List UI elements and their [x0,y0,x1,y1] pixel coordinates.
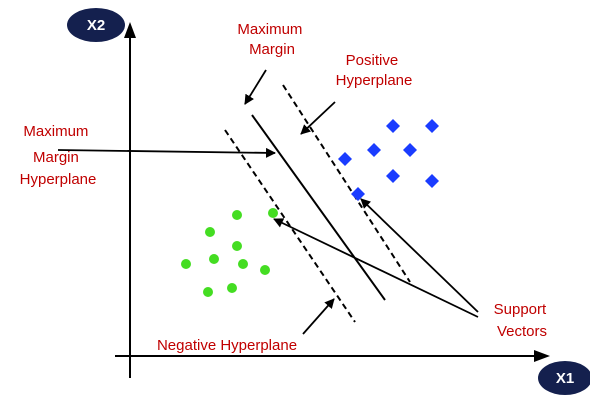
positive-point [351,187,365,201]
negative-point [227,283,237,293]
negative-point [260,265,270,275]
positive-point [338,152,352,166]
negative-class-points [181,208,278,297]
maximum-margin-arrow [244,69,267,105]
negative-point [203,287,213,297]
positive-point [386,119,400,133]
support-vector-arrow-green [273,218,479,318]
negative-point [232,241,242,251]
positive-hyperplane-arrow [300,101,336,135]
negative-hyperplane-arrow [302,298,335,335]
x-axis-label: X1 [556,370,574,387]
negative-point [181,259,191,269]
negative-point [232,210,242,220]
negative-point [268,208,278,218]
support-vector-arrow-blue [360,198,479,313]
x-axis-badge [538,361,590,395]
y-axis-arrowhead [124,22,136,38]
negative-point [209,254,219,264]
label-negative-hyperplane: Negative Hyperplane [157,337,297,354]
maximum-margin-hyperplane-line [251,114,386,301]
negative-point [205,227,215,237]
positive-hyperplane-line [282,84,411,283]
positive-point [425,174,439,188]
positive-point [386,169,400,183]
negative-point [238,259,248,269]
positive-point [403,143,417,157]
positive-point [367,143,381,157]
y-axis-label: X2 [87,17,105,34]
label-support-vectors: Support Vectors [494,301,551,340]
maximum-margin-hyperplane-arrow [57,147,276,158]
label-maximum-margin: Maximum Margin [237,21,306,58]
label-maximum-margin-hyperplane: Maximum Margin Hyperplane [20,123,97,188]
label-positive-hyperplane: Positive Hyperplane [336,52,413,89]
x-axis-arrowhead [534,350,550,362]
positive-class-points [338,119,439,201]
y-axis-badge [67,8,125,42]
positive-point [425,119,439,133]
